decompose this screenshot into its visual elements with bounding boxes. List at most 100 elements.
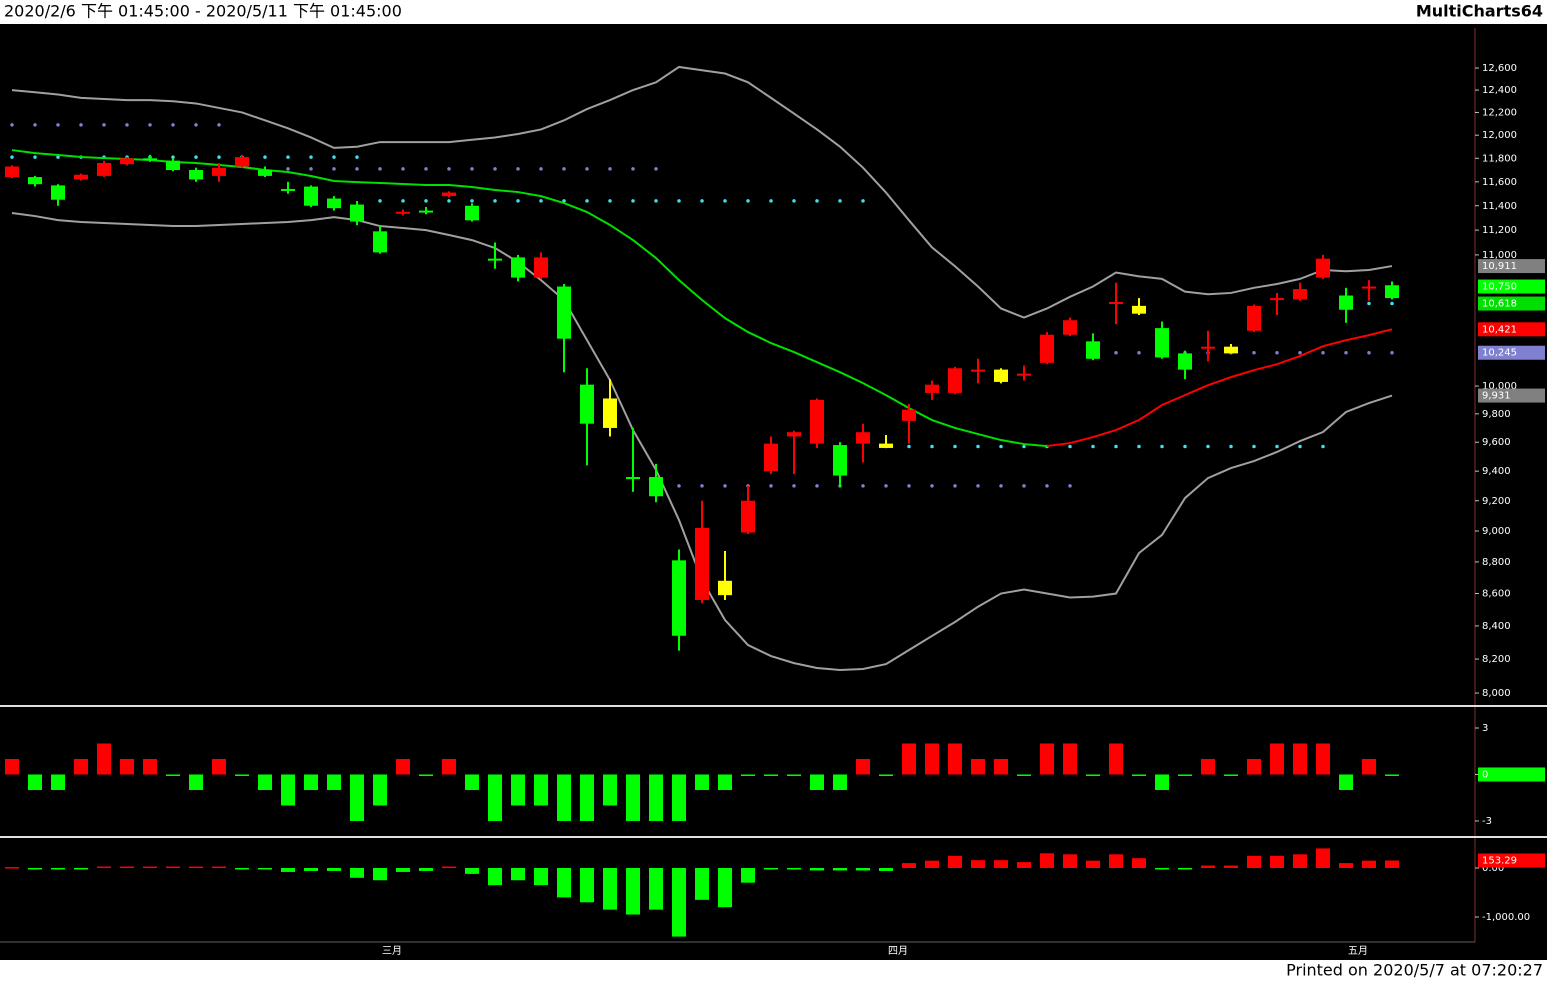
y-tick-label: 9,600 bbox=[1482, 437, 1511, 448]
app-name: MultiCharts64 bbox=[1416, 2, 1543, 21]
histogram-bar bbox=[235, 774, 249, 776]
candle-body bbox=[258, 170, 272, 176]
candle-body bbox=[143, 158, 157, 161]
histogram-bar bbox=[465, 774, 479, 790]
histogram-bar bbox=[189, 866, 203, 869]
y-tick-label: 11,400 bbox=[1482, 201, 1517, 212]
histogram-bar bbox=[373, 774, 387, 806]
histogram-bar bbox=[1270, 855, 1284, 869]
histogram-bar bbox=[741, 868, 755, 883]
histogram-bar bbox=[419, 868, 433, 871]
candle-body bbox=[419, 210, 433, 213]
histogram-bar bbox=[649, 774, 663, 821]
histogram-bar bbox=[695, 774, 709, 790]
histogram-bar bbox=[1316, 848, 1330, 869]
histogram-bar bbox=[511, 774, 525, 806]
candle-body bbox=[1132, 305, 1146, 314]
price-label-box bbox=[1478, 296, 1545, 311]
candle-body bbox=[948, 368, 962, 393]
candle-body bbox=[741, 500, 755, 533]
histogram-bar bbox=[1155, 868, 1169, 870]
price-label: 9,931 bbox=[1482, 391, 1511, 402]
histogram-bar bbox=[419, 774, 433, 776]
candle-body bbox=[1224, 346, 1238, 354]
histogram-bar bbox=[1247, 855, 1261, 869]
candle-body bbox=[1040, 334, 1054, 363]
histogram-bar bbox=[603, 868, 617, 910]
candle-body bbox=[603, 398, 617, 428]
histogram-bar bbox=[1201, 758, 1215, 775]
histogram-bar bbox=[994, 758, 1008, 775]
candle-body bbox=[28, 177, 42, 185]
y-tick-label: 8,200 bbox=[1482, 654, 1511, 665]
chart-background bbox=[0, 24, 1547, 960]
histogram-bar bbox=[764, 868, 778, 870]
histogram-bar bbox=[534, 868, 548, 886]
candle-body bbox=[1270, 298, 1284, 301]
histogram-bar bbox=[672, 774, 686, 821]
histogram-bar bbox=[718, 868, 732, 908]
histogram-bar bbox=[5, 867, 19, 869]
price-label-box bbox=[1478, 322, 1545, 337]
histogram-bar bbox=[971, 860, 985, 869]
candle-body bbox=[1316, 258, 1330, 278]
histogram-bar bbox=[1040, 743, 1054, 775]
histogram-bar bbox=[1063, 854, 1077, 869]
histogram-bar bbox=[166, 866, 180, 869]
y-tick-label: 12,400 bbox=[1482, 85, 1517, 96]
histogram-bar bbox=[1109, 854, 1123, 869]
histogram-bar bbox=[856, 868, 870, 871]
candle-body bbox=[1247, 305, 1261, 331]
histogram-bar bbox=[925, 860, 939, 869]
histogram-bar bbox=[1293, 743, 1307, 775]
candle-body bbox=[971, 369, 985, 372]
histogram-bar bbox=[143, 866, 157, 869]
print-info: Printed on 2020/5/7 at 07:20:27 bbox=[1286, 961, 1543, 980]
price-label: 153.29 bbox=[1482, 855, 1517, 866]
histogram-bar bbox=[1178, 774, 1192, 776]
histogram-bar bbox=[350, 774, 364, 821]
candle-body bbox=[649, 477, 663, 497]
candle-body bbox=[1086, 341, 1100, 359]
histogram-bar bbox=[1224, 774, 1238, 776]
candle-body bbox=[810, 399, 824, 444]
candle-body bbox=[1017, 373, 1031, 376]
histogram-bar bbox=[1339, 863, 1353, 869]
candle-body bbox=[580, 384, 594, 424]
histogram-bar bbox=[948, 743, 962, 775]
candle-body bbox=[764, 443, 778, 472]
histogram-bar bbox=[1362, 758, 1376, 775]
histogram-bar bbox=[1385, 860, 1399, 869]
candle-body bbox=[856, 432, 870, 444]
histogram-bar bbox=[28, 868, 42, 870]
histogram-bar bbox=[1178, 868, 1192, 870]
candle-body bbox=[511, 257, 525, 278]
y-tick-label: -1,000.00 bbox=[1482, 912, 1530, 923]
histogram-bar bbox=[902, 863, 916, 869]
histogram-bar bbox=[442, 866, 456, 869]
histogram-bar bbox=[718, 774, 732, 790]
y-tick-label: 3 bbox=[1482, 723, 1488, 734]
histogram-bar bbox=[1109, 743, 1123, 775]
histogram-bar bbox=[74, 758, 88, 775]
histogram-bar bbox=[28, 774, 42, 790]
y-tick-label: 12,000 bbox=[1482, 130, 1517, 141]
histogram-bar bbox=[1086, 774, 1100, 776]
histogram-bar bbox=[189, 774, 203, 790]
candle-body bbox=[833, 445, 847, 476]
candle-body bbox=[97, 162, 111, 176]
candle-body bbox=[465, 205, 479, 221]
histogram-bar bbox=[1293, 854, 1307, 869]
candle-body bbox=[166, 160, 180, 171]
histogram-bar bbox=[833, 868, 847, 871]
y-tick-label: 0.00 bbox=[1482, 863, 1504, 874]
candle-body bbox=[1362, 286, 1376, 289]
histogram-bar bbox=[304, 774, 318, 790]
price-label: 10,911 bbox=[1482, 261, 1517, 272]
histogram-bar bbox=[97, 743, 111, 775]
candle-body bbox=[1063, 320, 1077, 335]
price-label: 10,421 bbox=[1482, 324, 1517, 335]
y-tick-label: 11,800 bbox=[1482, 153, 1517, 164]
histogram-bar bbox=[856, 758, 870, 775]
candle-body bbox=[1385, 285, 1399, 299]
